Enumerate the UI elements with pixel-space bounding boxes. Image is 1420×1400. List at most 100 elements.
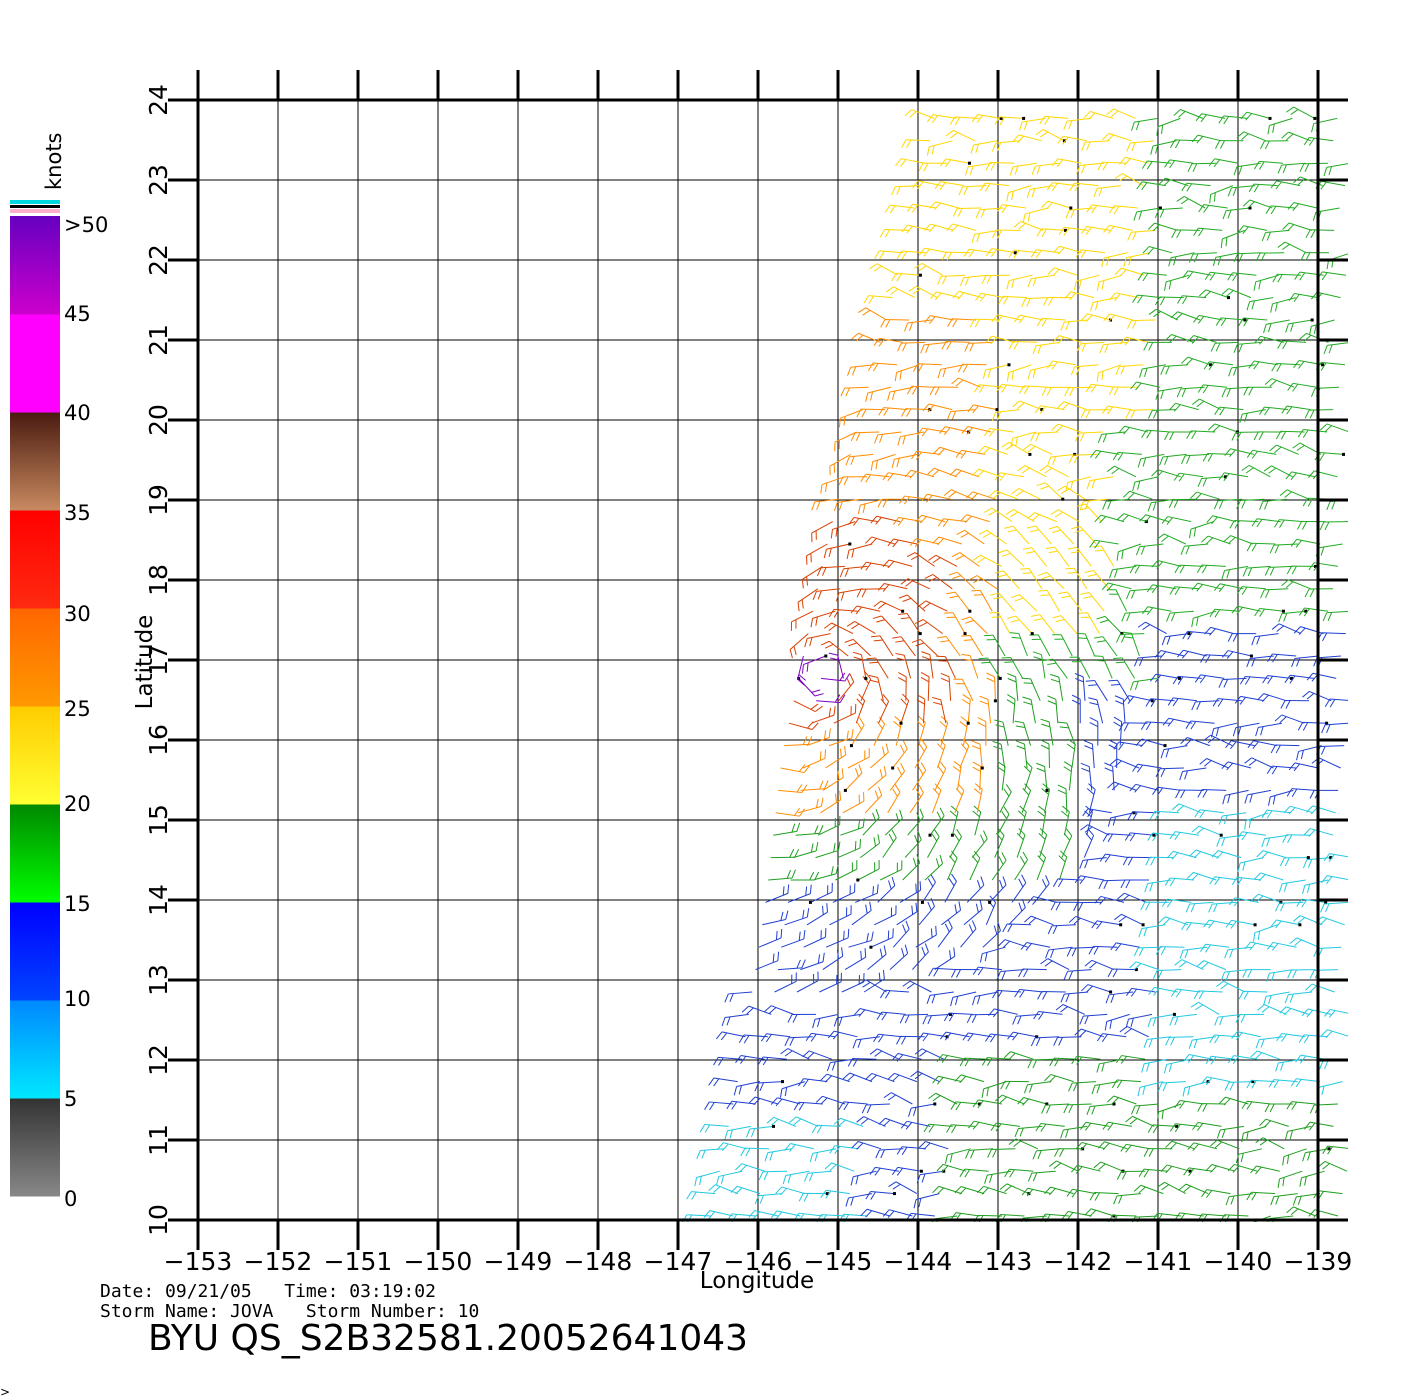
wind-barb (907, 385, 936, 395)
wind-barb (894, 364, 920, 382)
wind-barb (916, 694, 926, 724)
wind-barb (1080, 226, 1111, 235)
wind-barb (1283, 805, 1314, 815)
wind-barb (1188, 252, 1217, 263)
wind-barb (1192, 1122, 1222, 1131)
wind-barb (916, 1169, 946, 1184)
wind-barb (1264, 1103, 1294, 1113)
wind-barb (1006, 185, 1032, 202)
wind-barb (1222, 789, 1249, 805)
wind-barb (1122, 695, 1154, 704)
wind-barb (1120, 1143, 1150, 1153)
wind-barb (1197, 384, 1228, 394)
colorbar-label: 20 (64, 792, 91, 816)
wind-barb (1216, 1125, 1244, 1139)
wind-barb (995, 1094, 1025, 1105)
colorbar-top-stripe-pink (10, 209, 60, 213)
wind-barb (1198, 204, 1228, 213)
wind-barb (1032, 341, 1060, 355)
wind-barb (884, 809, 903, 836)
wind-barb (1126, 588, 1154, 600)
wind-barb (972, 761, 982, 791)
wind-barb (1078, 612, 1100, 634)
wind-barb (1302, 690, 1332, 702)
wind-barb (937, 919, 953, 948)
wind-barb (777, 959, 806, 971)
lon-tick-label: −143 (964, 1247, 1033, 1276)
wind-barb (1169, 1123, 1200, 1133)
wind-barb (1253, 924, 1278, 942)
wind-barb (957, 363, 987, 373)
wind-barb (1299, 162, 1328, 173)
wind-barb (1309, 1103, 1339, 1114)
wind-barb (1220, 229, 1245, 248)
wind-barb (1272, 273, 1302, 283)
wind-barb (1017, 465, 1047, 478)
wind-barb (860, 473, 890, 483)
wind-barb (951, 377, 981, 388)
wind-barb (1267, 653, 1297, 663)
wind-barb (1007, 615, 1034, 636)
rain-flag (1158, 206, 1162, 210)
wind-barb (1003, 1051, 1034, 1060)
wind-barb (1029, 634, 1051, 657)
wind-barb (1304, 409, 1334, 419)
rain-flag (1279, 900, 1283, 904)
wind-barb (1209, 1034, 1239, 1044)
lat-tick-label: 15 (144, 804, 173, 836)
map-grid (197, 99, 1348, 1221)
wind-barb (1266, 969, 1294, 982)
wind-swath (682, 106, 1348, 1222)
wind-barb (895, 158, 925, 167)
wind-barb (1047, 924, 1076, 935)
wind-barb (971, 114, 1003, 123)
wind-barb (1221, 565, 1249, 580)
rain-flag (1134, 968, 1138, 972)
wind-barb (1040, 718, 1054, 746)
wind-barb (1079, 498, 1108, 510)
colorbar-label: >50 (64, 213, 108, 237)
wind-barb (1048, 526, 1075, 545)
wind-barb (982, 922, 1001, 948)
wind-barb (1185, 901, 1214, 913)
wind-barb (1293, 626, 1324, 635)
wind-barb (971, 830, 988, 858)
wind-barb (1309, 789, 1339, 799)
wind-barb (1008, 340, 1038, 350)
wind-barb (1037, 990, 1066, 1000)
wind-barb (959, 274, 988, 287)
wind-barb (1115, 633, 1145, 643)
wind-barb (976, 1185, 1007, 1195)
wind-barb (937, 636, 961, 657)
wind-barb (1060, 319, 1089, 331)
wind-barb (1079, 857, 1107, 869)
wind-barb (1246, 449, 1277, 459)
wind-barb (1319, 423, 1348, 433)
wind-barb (1060, 1125, 1088, 1139)
wind-barb (1305, 229, 1335, 239)
wind-barb (1164, 877, 1194, 887)
wind-barb (850, 431, 880, 442)
wind-barb (686, 1191, 716, 1200)
wind-barb (1236, 131, 1267, 142)
wind-barb (1075, 249, 1105, 259)
rain-flag (1209, 363, 1213, 367)
wind-barb (1073, 274, 1100, 291)
wind-barb (1113, 657, 1136, 679)
wind-barb (833, 1117, 864, 1127)
wind-barb (787, 1013, 817, 1023)
wind-barb (1022, 207, 1049, 223)
wind-barb (1248, 183, 1278, 193)
wind-barb (1038, 571, 1065, 590)
wind-barb (1237, 857, 1264, 872)
wind-barb (986, 672, 997, 703)
lon-tick-label: −145 (804, 1247, 873, 1276)
wind-barb (1008, 249, 1038, 259)
wind-barb (971, 740, 984, 770)
wind-barb (959, 738, 970, 769)
wind-barb (1251, 633, 1279, 646)
wind-barb (946, 223, 977, 233)
wind-barb (696, 1148, 725, 1159)
wind-barb (1026, 525, 1052, 545)
wind-barb (1036, 228, 1067, 238)
